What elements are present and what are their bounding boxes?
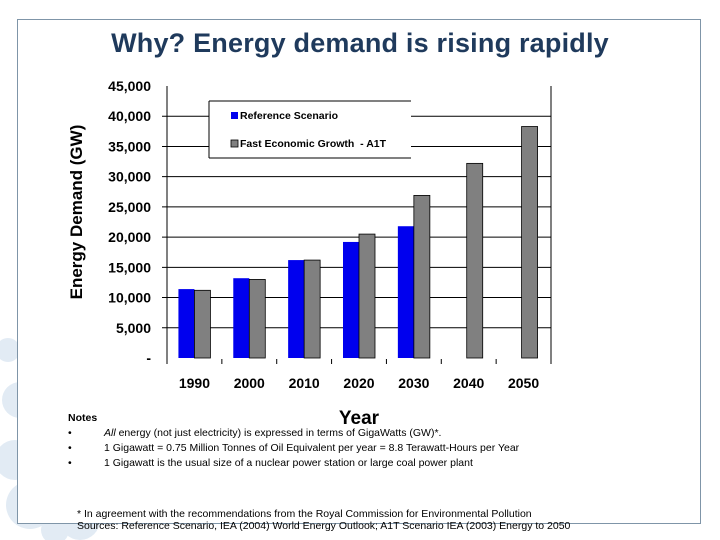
bar-reference-2020 [343,241,359,358]
legend-label-reference: Reference Scenario [240,110,338,122]
note-text: 1 Gigawatt is the usual size of a nuclea… [104,457,473,469]
y-axis-title: Energy Demand (GW) [67,125,86,300]
footnote-line-1: * In agreement with the recommendations … [77,508,532,520]
note-text: energy (not just electricity) is express… [115,427,442,439]
bars [178,126,538,359]
bar-fast-growth-2050 [521,126,538,359]
note-item: • All energy (not just electricity) is e… [68,426,668,441]
y-tick-label: - [146,350,151,366]
footnote: * In agreement with the recommendations … [77,508,570,532]
bullet: • [68,442,72,454]
bar-reference-2000 [233,278,250,358]
y-tick-label: 35,000 [108,138,151,154]
bar-reference-2030 [397,226,414,358]
legend-label-fast-growth: Fast Economic Growth - A1T [240,138,387,150]
x-tick-labels: 1990 2000 2010 2020 2030 2040 2050 [179,375,540,391]
notes-heading: Notes [68,412,98,424]
x-tick-label: 2000 [234,375,265,391]
x-axis-title: Year [339,408,380,429]
bar-reference-1990 [178,289,195,358]
legend-swatch-reference [231,112,238,119]
bar-fast-growth-2010 [303,259,321,359]
bar-fast-growth-1990 [194,289,211,359]
y-tick-label: 45,000 [108,78,151,94]
note-text: 1 Gigawatt = 0.75 Million Tonnes of Oil … [104,442,520,454]
x-tick-label: 2040 [453,375,484,391]
legend-box [209,101,411,158]
axes [166,86,552,364]
y-tick-labels: - 5,000 10,000 15,000 20,000 25,000 30,000 35,0… [108,78,151,366]
slide-title: Why? Energy demand is rising rapidly [111,28,609,58]
bar-fast-growth-2030 [413,195,431,359]
y-tick-label: 25,000 [108,199,151,215]
bar-fast-growth-2020 [358,233,376,359]
y-tick-label: 5,000 [116,320,151,336]
bar-fast-growth-2000 [248,279,266,359]
y-tick-label: 40,000 [108,108,151,124]
x-tick-label: 2050 [508,375,539,391]
note-emphasis: All [104,427,116,439]
bar-reference-2010 [288,260,305,358]
footnote-line-2: Sources: Reference Scenario, IEA (2004) … [77,520,571,532]
notes-section: Notes • All energy (not just electricity… [68,412,668,471]
y-tick-label: 15,000 [108,259,151,275]
bullet: • [68,427,72,439]
note-item: • 1 Gigawatt = 0.75 Million Tonnes of Oi… [68,441,668,456]
bar-fast-growth-2040 [466,162,484,359]
legend-swatch-fast-growth [230,139,239,148]
bullet: • [68,457,72,469]
x-tick-label: 2030 [398,375,429,391]
y-tick-label: 20,000 [108,229,151,245]
legend: Reference Scenario Fast Economic Growth … [208,100,411,159]
note-item: • 1 Gigawatt is the usual size of a nucl… [68,456,668,471]
x-tick-label: 1990 [179,375,210,391]
y-tick-label: 10,000 [108,290,151,306]
y-tick-label: 30,000 [108,169,151,185]
x-tick-label: 2010 [289,375,320,391]
x-tick-label: 2020 [343,375,374,391]
